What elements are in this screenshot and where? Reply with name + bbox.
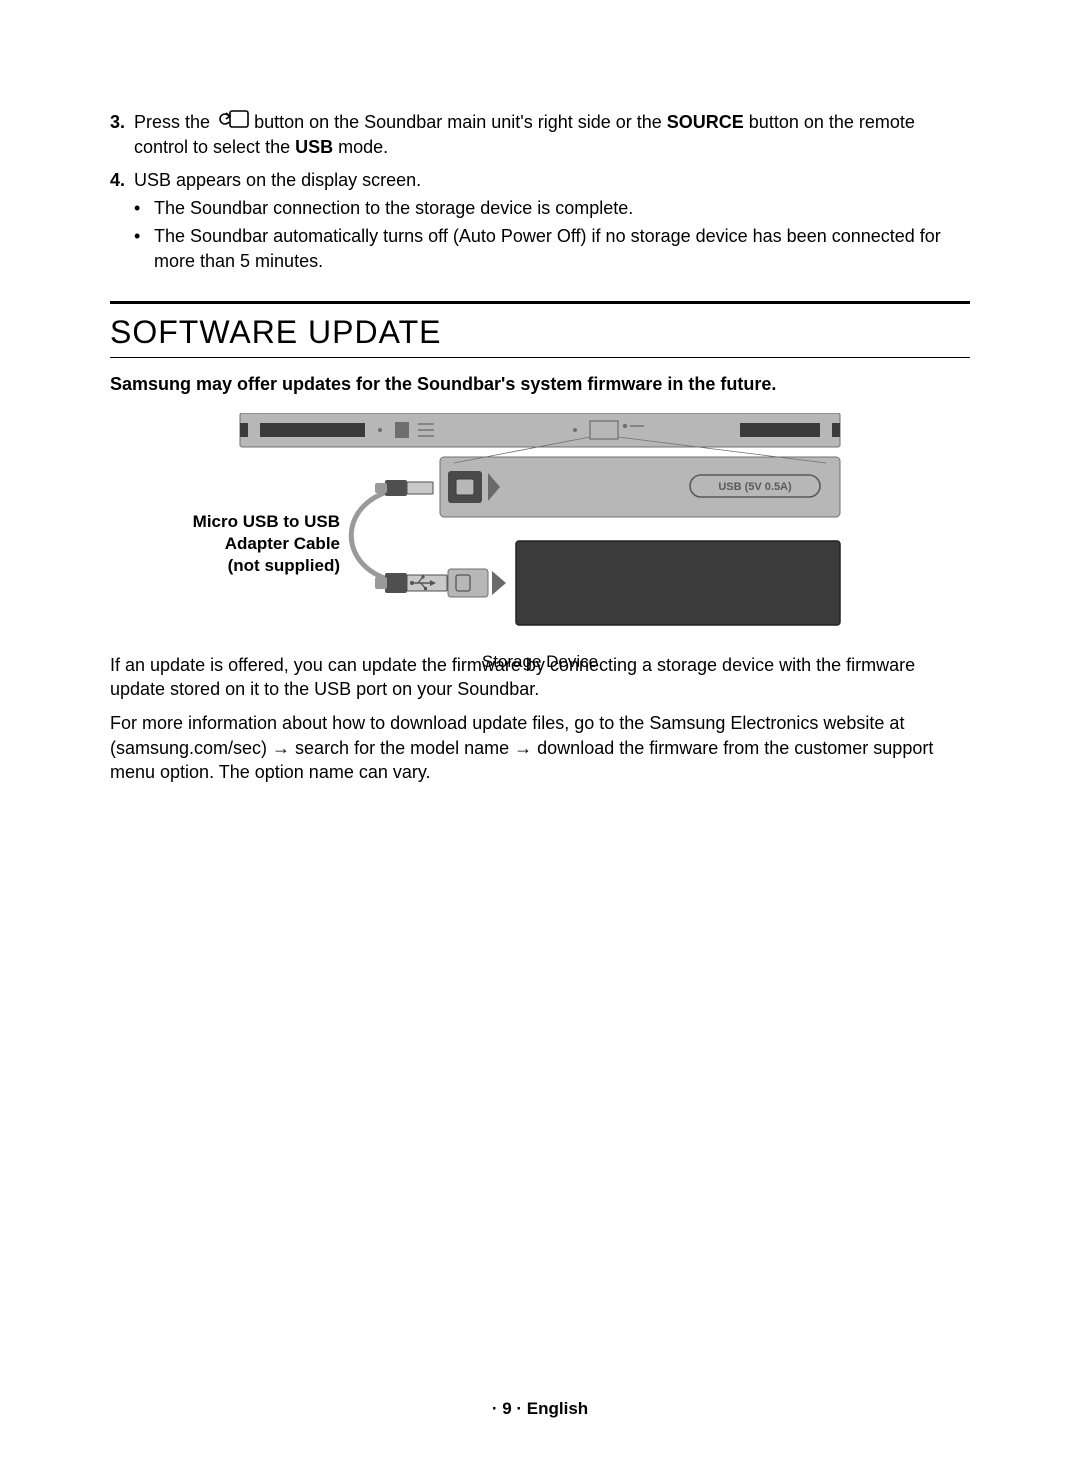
step-3-text-post2: mode. — [338, 137, 388, 157]
page-footer: · 9 · English — [0, 1399, 1080, 1419]
step-4-body: USB appears on the display screen. • The… — [134, 168, 970, 273]
paragraph-2: For more information about how to downlo… — [110, 711, 970, 784]
cable-label-line2: Adapter Cable — [225, 534, 340, 553]
step-3-usb-word: USB — [295, 137, 333, 157]
step-4-bullet-1: • The Soundbar connection to the storage… — [134, 196, 970, 220]
step-4-bullet-2-text: The Soundbar automatically turns off (Au… — [154, 224, 970, 273]
manual-page: 3. Press the button on the Soundbar main… — [0, 0, 1080, 1479]
step-3-text-pre: Press the — [134, 112, 215, 132]
cable-label: Micro USB to USB Adapter Cable (not supp… — [90, 511, 340, 577]
connection-diagram: Micro USB to USB Adapter Cable (not supp… — [220, 413, 860, 643]
step-3-source-word: SOURCE — [667, 112, 744, 132]
step-3: 3. Press the button on the Soundbar main… — [110, 110, 970, 160]
step-3-number: 3. — [110, 110, 134, 160]
cable-label-line3: (not supplied) — [228, 556, 340, 575]
step-4-bullet-2: • The Soundbar automatically turns off (… — [134, 224, 970, 273]
svg-text:USB (5V 0.5A): USB (5V 0.5A) — [718, 481, 792, 493]
step-4-bullets: • The Soundbar connection to the storage… — [134, 196, 970, 273]
cable-label-line1: Micro USB to USB — [193, 512, 340, 531]
step-4-number: 4. — [110, 168, 134, 273]
section-lead: Samsung may offer updates for the Soundb… — [110, 374, 970, 395]
step-3-text-mid: button on the Soundbar main unit's right… — [254, 112, 667, 132]
bullet-dot-icon: • — [134, 196, 154, 220]
storage-device-label: Storage Device — [220, 652, 860, 672]
section-divider-thick — [110, 301, 970, 304]
bullet-dot-icon: • — [134, 224, 154, 273]
source-cycle-icon — [215, 110, 249, 134]
step-4-text: USB appears on the display screen. — [134, 170, 421, 190]
section-divider-thin — [110, 357, 970, 358]
step-3-body: Press the button on the Soundbar main un… — [134, 110, 970, 160]
section-title: SOFTWARE UPDATE — [110, 314, 970, 351]
step-4: 4. USB appears on the display screen. • … — [110, 168, 970, 273]
step-4-bullet-1-text: The Soundbar connection to the storage d… — [154, 196, 970, 220]
